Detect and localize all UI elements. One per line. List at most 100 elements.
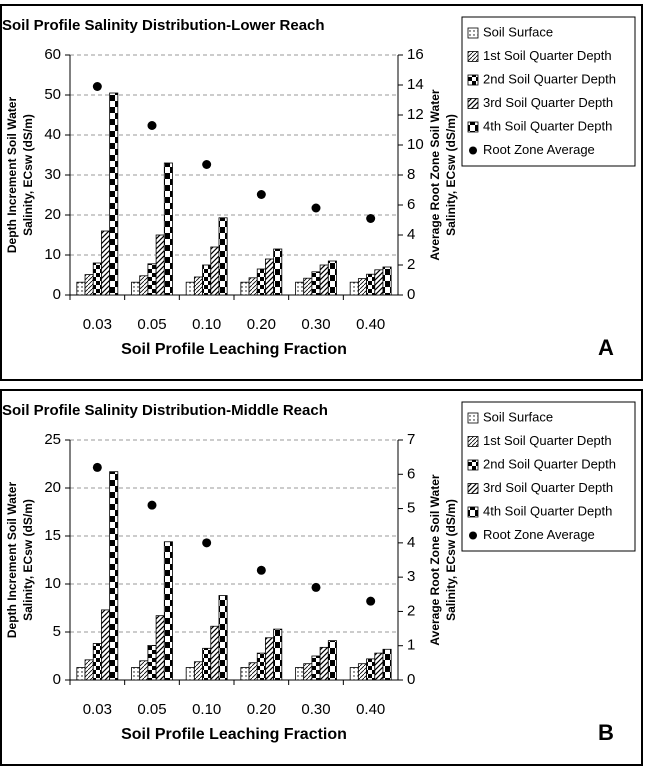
bar	[327, 640, 337, 681]
legend-label: Root Zone Average	[483, 527, 595, 542]
y2-axis-label: Salinity, ECsw (dS/m)	[444, 499, 458, 621]
bar	[84, 274, 94, 296]
y2-tick-label: 2	[407, 602, 415, 619]
x-axis-label: Soil Profile Leaching Fraction	[121, 341, 347, 358]
legend-marker	[467, 506, 479, 518]
data-point	[202, 538, 212, 548]
x-tick-label: 0.10	[192, 701, 221, 718]
x-tick-label: 0.03	[83, 701, 112, 718]
bar	[366, 273, 376, 296]
bar	[273, 628, 283, 681]
data-point	[92, 462, 102, 472]
chart-title: Soil Profile Salinity Distribution-Middl…	[2, 402, 328, 419]
y2-tick-label: 6	[407, 196, 415, 213]
x-tick-label: 0.05	[137, 701, 166, 718]
data-point	[147, 121, 157, 130]
y-axis-label: Depth Increment Soil Water	[5, 97, 19, 254]
data-point	[366, 214, 376, 223]
y2-tick-label: 4	[407, 534, 415, 551]
y-tick-label: 0	[53, 671, 61, 688]
panel-border	[0, 389, 643, 766]
y-tick-label: 60	[44, 46, 61, 63]
x-tick-label: 0.40	[356, 316, 385, 333]
y-axis-label: Depth Increment Soil Water	[5, 482, 19, 639]
bar	[202, 264, 212, 296]
y-tick-label: 15	[44, 527, 61, 544]
x-tick-label: 0.30	[301, 701, 330, 718]
y2-tick-label: 0	[407, 671, 415, 688]
bar	[248, 662, 258, 681]
bar	[265, 258, 275, 296]
bar	[319, 646, 329, 681]
bar	[92, 262, 102, 296]
bar	[92, 643, 102, 681]
bar	[202, 647, 212, 681]
bar	[240, 667, 250, 681]
bar	[76, 281, 86, 296]
y2-tick-label: 8	[407, 166, 415, 183]
legend-label: 2nd Soil Quarter Depth	[483, 456, 616, 471]
x-axis-label: Soil Profile Leaching Fraction	[121, 726, 347, 743]
y2-axis-label: Average Root Zone Soil Water	[428, 474, 442, 645]
bar	[265, 637, 275, 681]
legend-marker	[467, 74, 479, 86]
bar	[357, 663, 367, 681]
legend-label: 4th Soil Quarter Depth	[483, 503, 612, 518]
bar	[210, 625, 220, 681]
bar	[210, 246, 220, 296]
bar	[131, 281, 141, 296]
y2-tick-label: 0	[407, 286, 415, 303]
y2-tick-label: 7	[407, 431, 415, 448]
bar	[256, 652, 266, 681]
legend-label: 2nd Soil Quarter Depth	[483, 71, 616, 86]
panel-letter: A	[598, 335, 614, 360]
y-tick-label: 5	[53, 623, 61, 640]
y2-tick-label: 2	[407, 256, 415, 273]
bar	[366, 658, 376, 681]
chart-title: Soil Profile Salinity Distribution-Lower…	[2, 17, 325, 34]
bar	[109, 92, 119, 296]
y2-tick-label: 1	[407, 637, 415, 654]
legend-marker	[467, 51, 479, 62]
bar	[374, 652, 384, 681]
legend-marker	[467, 459, 479, 471]
y-tick-label: 50	[44, 86, 61, 103]
legend-label: 3rd Soil Quarter Depth	[483, 95, 613, 110]
x-tick-label: 0.20	[247, 316, 276, 333]
y2-tick-label: 10	[407, 136, 424, 153]
data-point	[256, 190, 266, 199]
bar	[155, 615, 165, 681]
bar	[374, 269, 384, 296]
legend-label: 4th Soil Quarter Depth	[483, 118, 612, 133]
y2-tick-label: 12	[407, 106, 424, 123]
bar	[163, 541, 173, 681]
y-tick-label: 30	[44, 166, 61, 183]
legend-label: Soil Surface	[483, 409, 553, 424]
y2-axis-label: Salinity, ECsw (dS/m)	[444, 114, 458, 236]
x-tick-label: 0.30	[301, 316, 330, 333]
bar	[311, 271, 321, 296]
bar	[218, 595, 228, 681]
bar	[163, 162, 173, 296]
data-point	[147, 500, 157, 510]
data-point	[311, 203, 321, 213]
legend-marker	[467, 483, 479, 494]
legend-label: Soil Surface	[483, 24, 553, 39]
chart-panel: Soil Profile Salinity Distribution-Lower…	[0, 4, 643, 381]
bar	[349, 281, 359, 296]
bar	[147, 645, 157, 681]
bar	[382, 648, 392, 681]
bar	[131, 667, 141, 681]
y-axis-label: Salinity, ECsw (dS/m)	[21, 114, 35, 236]
bar	[185, 281, 195, 296]
bar	[295, 281, 305, 296]
y-axis-label: Salinity, ECsw (dS/m)	[21, 499, 35, 621]
y-tick-label: 10	[44, 575, 61, 592]
bar	[248, 277, 258, 296]
x-tick-label: 0.05	[137, 316, 166, 333]
legend-label: 1st Soil Quarter Depth	[483, 48, 612, 63]
bar	[193, 661, 203, 681]
legend-label: 3rd Soil Quarter Depth	[483, 480, 613, 495]
y2-tick-label: 5	[407, 500, 415, 517]
